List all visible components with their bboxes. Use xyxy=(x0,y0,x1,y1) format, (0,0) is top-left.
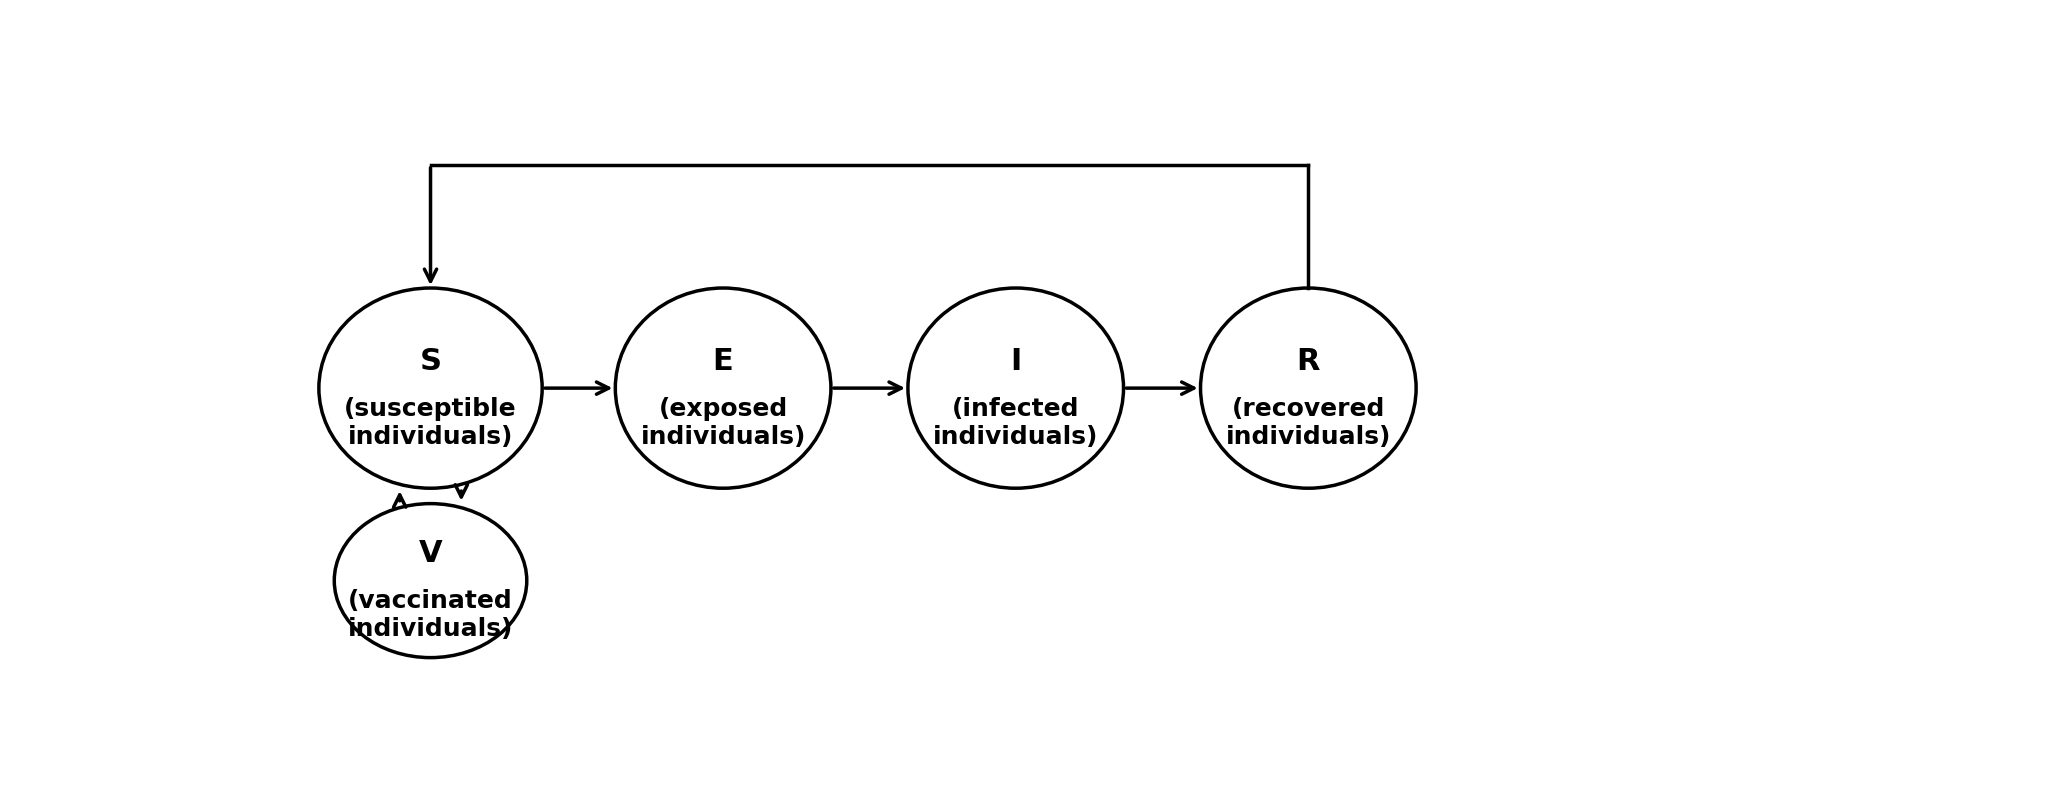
Ellipse shape xyxy=(614,288,831,488)
Ellipse shape xyxy=(334,504,526,657)
Text: (recovered
individuals): (recovered individuals) xyxy=(1225,397,1391,449)
Text: V: V xyxy=(418,539,442,568)
Ellipse shape xyxy=(907,288,1124,488)
Text: S: S xyxy=(420,347,442,376)
Text: (exposed
individuals): (exposed individuals) xyxy=(641,397,805,449)
Text: I: I xyxy=(1010,347,1022,376)
Text: (infected
individuals): (infected individuals) xyxy=(934,397,1098,449)
Ellipse shape xyxy=(319,288,543,488)
Text: R: R xyxy=(1296,347,1321,376)
Text: (susceptible
individuals): (susceptible individuals) xyxy=(344,397,516,449)
Ellipse shape xyxy=(1200,288,1415,488)
Text: (vaccinated
individuals): (vaccinated individuals) xyxy=(348,589,514,641)
Text: E: E xyxy=(713,347,733,376)
